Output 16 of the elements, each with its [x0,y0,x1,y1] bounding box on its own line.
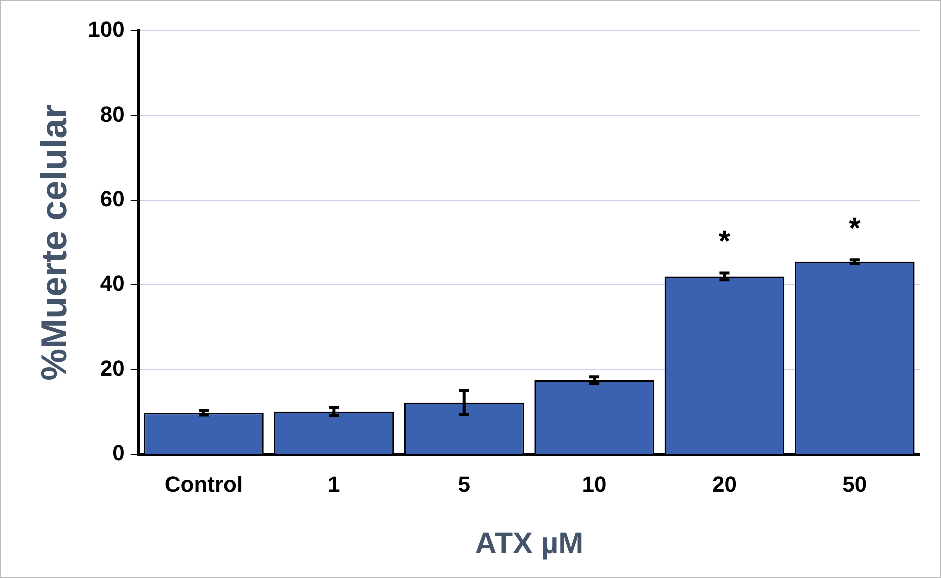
x-tick-label: 10 [582,472,607,497]
x-tick-label: 1 [328,472,340,497]
y-tick-label: 40 [100,271,125,296]
y-tick-label: 20 [100,356,125,381]
y-tick-label: 60 [100,186,125,212]
x-tick-label: Control [164,472,244,497]
data-label: * [849,212,862,246]
y-tick-label: 0 [112,440,125,466]
x-tick-label: 50 [842,472,868,497]
y-axis-title: %Muerte celular [34,104,75,381]
data-label: * [718,226,731,259]
x-tick-label: 5 [458,472,470,497]
y-tick-label: 80 [100,102,125,127]
y-tick-label: 100 [88,17,125,42]
x-axis-title: ATX µM [475,527,584,560]
x-tick-label: 20 [712,472,737,497]
